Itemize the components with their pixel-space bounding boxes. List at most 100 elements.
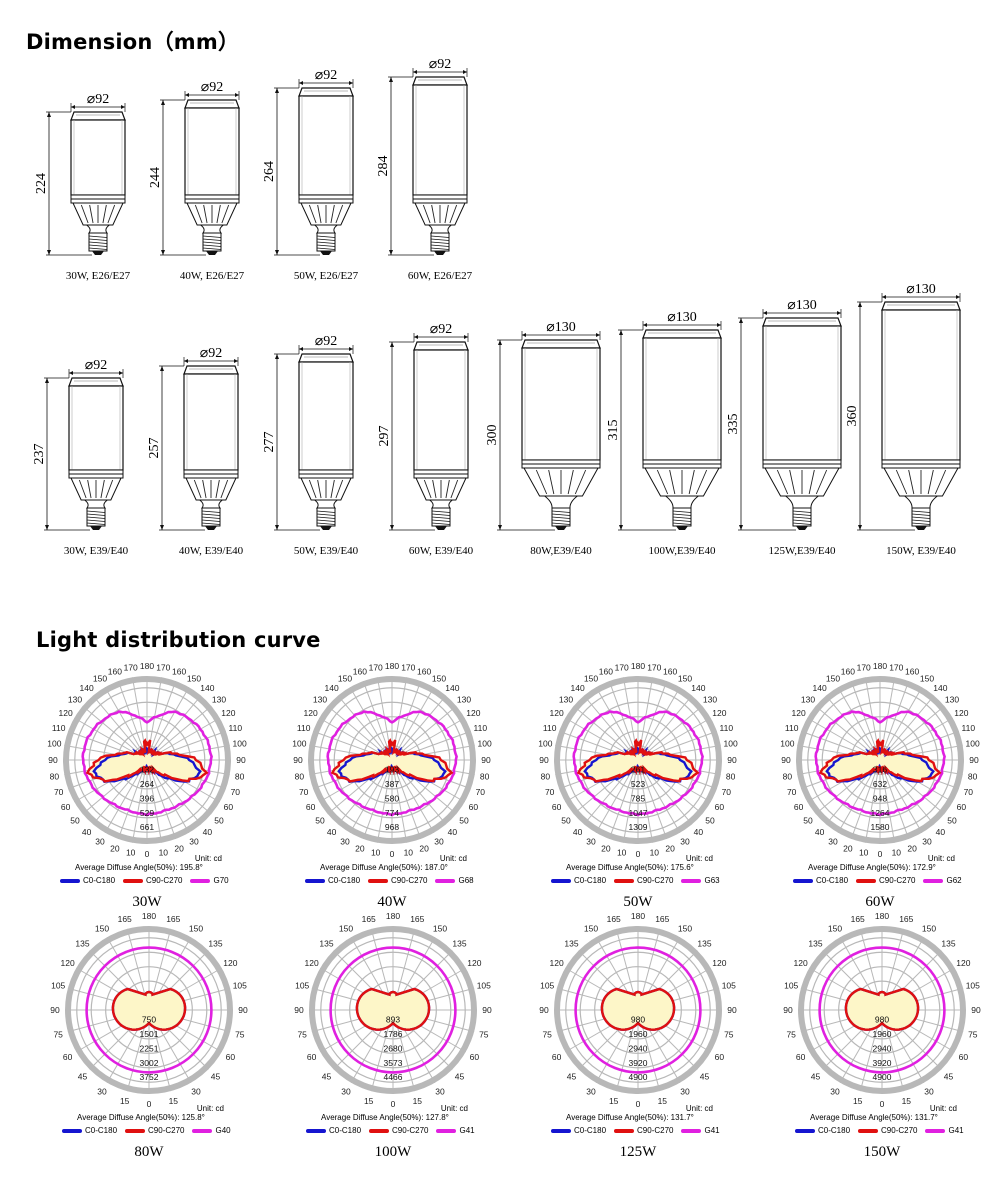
angle-tick-label: 30	[340, 836, 350, 846]
g-curve	[574, 946, 702, 1074]
average-diffuse-angle: Average Diffuse Angle(50%): 187.0°	[320, 863, 448, 872]
angle-tick-label: 110	[52, 723, 66, 733]
polar-spoke	[622, 759, 639, 843]
angle-tick-label: 110	[720, 723, 734, 733]
legend-g: G70	[190, 876, 229, 885]
legend-c90: C90-C270	[368, 876, 427, 885]
angle-tick-label: 120	[712, 708, 726, 718]
lamp-contact	[320, 526, 332, 530]
angle-tick-label: 50	[803, 815, 813, 825]
angle-tick-label: 180	[386, 911, 400, 921]
angle-tick-label: 70	[476, 787, 486, 797]
angle-tick-label: 170	[401, 662, 415, 672]
polar-spoke	[337, 695, 393, 761]
angle-tick-label: 140	[445, 683, 459, 693]
polar-spoke	[117, 759, 148, 840]
angle-tick-label: 70	[545, 787, 555, 797]
angle-tick-label: 10	[650, 848, 660, 858]
angle-tick-label: 90	[48, 755, 58, 765]
angle-tick-label: 10	[859, 848, 869, 858]
legend-swatch	[551, 1128, 571, 1133]
lamp-caption: 30W, E26/E27	[65, 270, 131, 282]
angle-tick-label: 15	[169, 1096, 179, 1106]
unit-label: Unit: cd	[439, 854, 467, 863]
angle-tick-label: 30	[191, 1086, 201, 1096]
angle-tick-label: 90	[294, 1005, 304, 1015]
lamp-drawing: ⌀92 257	[147, 346, 239, 531]
lobe-group	[355, 987, 431, 1031]
angle-tick-label: 15	[658, 1096, 668, 1106]
lobe-group	[818, 738, 942, 783]
angle-tick-label: 30	[680, 1086, 690, 1096]
light-distribution-title: Light distribution curve	[36, 628, 321, 652]
diameter-label: ⌀92	[429, 57, 451, 72]
legend-c0: C0-C180	[62, 1126, 117, 1135]
ring-value-label: 264	[140, 779, 154, 789]
angle-tick-label: 180	[873, 661, 887, 671]
g-curve	[326, 710, 458, 817]
angle-tick-label: 60	[61, 802, 71, 812]
angle-tick-label: 45	[78, 1072, 88, 1082]
angle-tick-label: 110	[543, 723, 557, 733]
angle-tick-label: 30	[922, 836, 932, 846]
legend-g: G63	[681, 876, 720, 885]
ring-value-label: 3573	[384, 1058, 403, 1068]
angle-tick-label: 90	[482, 1005, 492, 1015]
angle-tick-label: 60	[552, 1052, 562, 1062]
legend-g: G41	[436, 1126, 475, 1135]
ring-value-label: 1047	[629, 808, 648, 818]
angle-tick-label: 170	[857, 662, 871, 672]
angle-tick-label: 30	[434, 836, 444, 846]
angle-tick-label: 45	[567, 1072, 577, 1082]
lamp-drawing: ⌀92 224	[34, 92, 126, 256]
unit-label: Unit: cd	[685, 854, 713, 863]
angle-tick-label: 30	[189, 836, 199, 846]
angle-tick-label: 120	[956, 958, 970, 968]
angle-tick-label: 150	[584, 674, 598, 684]
ring-value-label: 980	[631, 1014, 645, 1024]
legend-c90: C90-C270	[369, 1126, 428, 1135]
polar-spoke	[349, 687, 393, 761]
angle-tick-label: 0	[878, 849, 883, 859]
polar-spoke	[608, 759, 639, 840]
angle-tick-label: 165	[851, 914, 865, 924]
legend-swatch	[551, 878, 571, 883]
angle-tick-label: 60	[470, 1052, 480, 1062]
angle-tick-label: 160	[172, 667, 186, 677]
polar-chart-100W: 180 1651651501501351351201201051059090757…	[294, 911, 492, 1109]
ring-value-label: 3920	[629, 1058, 648, 1068]
angle-tick-label: 105	[477, 981, 491, 991]
chart-legend: C0-C180 C90-C270 G62	[793, 876, 970, 885]
ring-value-label: 1960	[873, 1029, 892, 1039]
polar-spoke	[362, 759, 393, 840]
angle-tick-label: 80	[726, 771, 736, 781]
angle-tick-label: 160	[353, 667, 367, 677]
angle-tick-label: 60	[306, 802, 316, 812]
ring-value-label: 1501	[140, 1029, 159, 1039]
ring-value-label: 4466	[384, 1072, 403, 1082]
angle-tick-label: 40	[203, 827, 213, 837]
angle-tick-label: 60	[715, 1052, 725, 1062]
angle-tick-label: 0	[390, 849, 395, 859]
angle-tick-label: 150	[584, 924, 598, 934]
height-label: 264	[262, 161, 277, 182]
legend-swatch	[305, 878, 325, 883]
lamp-contact	[796, 526, 808, 530]
angle-tick-label: 120	[466, 708, 480, 718]
angle-tick-label: 140	[571, 683, 585, 693]
lobe-fill	[334, 742, 450, 781]
angle-tick-label: 20	[665, 843, 675, 853]
lamp-contact	[555, 526, 567, 530]
c90-curve	[818, 738, 942, 783]
lamp-caption: 50W, E26/E27	[293, 270, 359, 282]
ring-value-label: 316	[873, 764, 887, 774]
diameter-label: ⌀130	[546, 320, 575, 335]
angle-tick-label: 60	[957, 802, 967, 812]
angle-tick-label: 105	[51, 981, 65, 991]
lamp-contact	[915, 526, 927, 530]
lobe-fill	[89, 742, 205, 781]
angle-tick-label: 140	[813, 683, 827, 693]
legend-swatch	[793, 878, 813, 883]
